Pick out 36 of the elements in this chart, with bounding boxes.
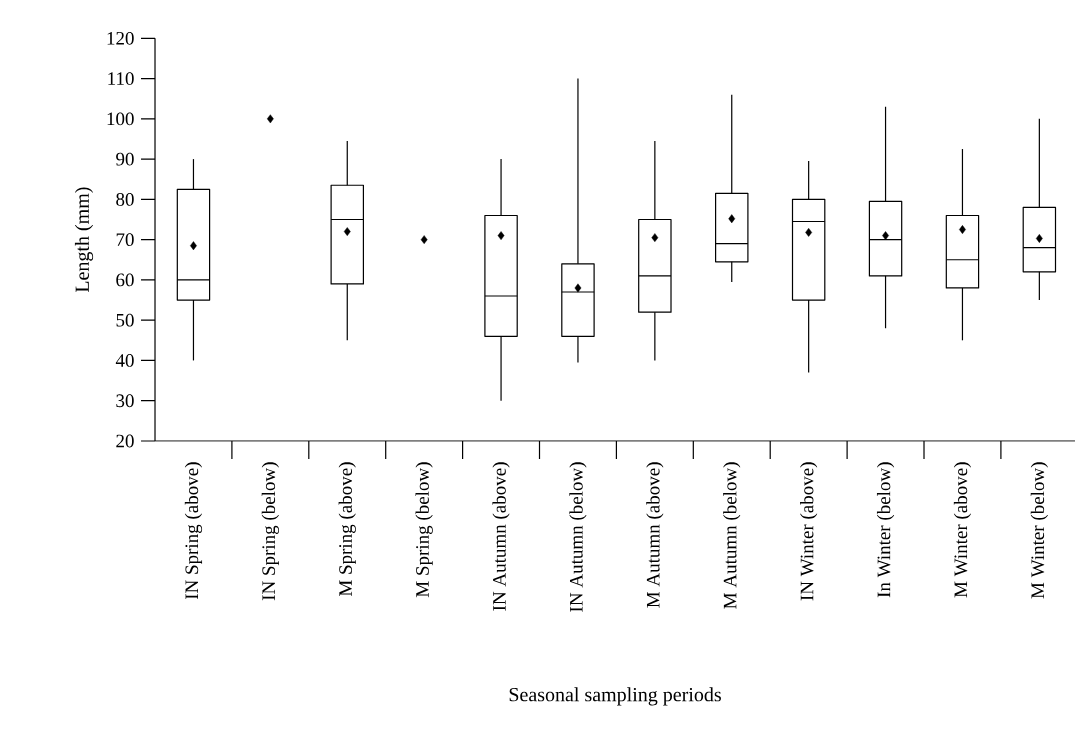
x-tick-label: M Spring (below) xyxy=(415,462,433,598)
point xyxy=(267,114,274,124)
y-tick-label: 80 xyxy=(116,192,134,206)
x-tick-label: IN Autumn (below) xyxy=(569,462,587,612)
y-tick-label: 60 xyxy=(116,273,134,287)
x-tick-label: M Winter (above) xyxy=(953,462,972,598)
x-tick-label: IN Autumn (above) xyxy=(492,462,510,611)
x-tick-label: IN Winter (above) xyxy=(800,462,818,601)
point xyxy=(420,235,428,245)
x-axis-title: Seasonal sampling periods xyxy=(509,687,721,706)
point xyxy=(805,227,813,237)
x-tick-label: M Spring (above) xyxy=(338,462,356,597)
point xyxy=(959,225,966,234)
y-tick-label: 40 xyxy=(115,354,134,367)
x-tick-label: In Winter (below) xyxy=(876,462,895,598)
y-tick-label: 90 xyxy=(116,152,134,166)
y-tick-label: 20 xyxy=(116,434,134,448)
point xyxy=(651,233,659,243)
y-tick-label: 120 xyxy=(107,31,134,45)
y-tick-label: 50 xyxy=(116,313,134,327)
x-tick-label: IN Spring (below) xyxy=(261,462,279,601)
point xyxy=(574,283,582,293)
point xyxy=(343,227,351,236)
y-tick-label: 30 xyxy=(116,394,134,408)
x-tick-label: M Autumn (below) xyxy=(723,462,741,609)
point xyxy=(190,241,197,251)
point xyxy=(1036,234,1043,243)
y-tick-label: 110 xyxy=(108,72,134,85)
point xyxy=(728,214,736,224)
x-tick-label: M Autumn (above) xyxy=(646,462,664,608)
y-tick-label: 70 xyxy=(116,233,134,247)
y-tick-label: 100 xyxy=(107,112,134,126)
x-tick-label: IN Spring (above) xyxy=(184,462,203,600)
y-axis-title: Length (mm) xyxy=(74,187,94,293)
x-tick-label: M Winter (below) xyxy=(1030,462,1048,599)
point xyxy=(497,231,505,241)
